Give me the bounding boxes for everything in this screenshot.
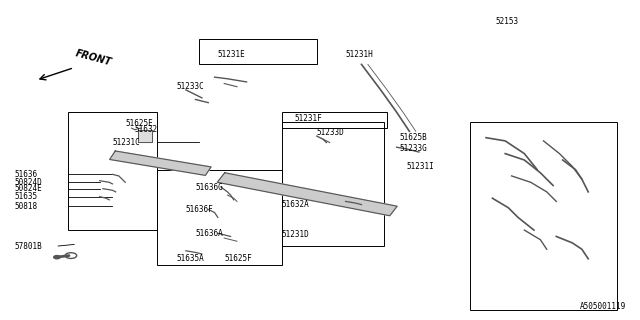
- Text: 51233G: 51233G: [400, 144, 428, 153]
- Text: 51231F: 51231F: [294, 114, 322, 123]
- Bar: [68, 112, 157, 230]
- Text: 51231C: 51231C: [113, 138, 140, 147]
- Text: 51625E: 51625E: [125, 119, 153, 128]
- Text: 51632: 51632: [135, 125, 158, 134]
- Circle shape: [54, 256, 60, 259]
- Text: 51636: 51636: [15, 170, 38, 179]
- Bar: [470, 122, 617, 310]
- Text: 51636F: 51636F: [186, 205, 214, 214]
- Polygon shape: [218, 173, 397, 216]
- Text: 51635A: 51635A: [176, 254, 204, 263]
- Bar: [282, 112, 387, 128]
- Text: A505001119: A505001119: [580, 302, 627, 311]
- Text: 50824E: 50824E: [15, 184, 42, 193]
- Text: 51636G: 51636G: [195, 183, 223, 192]
- Text: 51231H: 51231H: [346, 50, 373, 59]
- Bar: [157, 170, 282, 265]
- Text: 51231D: 51231D: [282, 230, 309, 239]
- Text: 51233D: 51233D: [317, 128, 344, 137]
- Text: 51635: 51635: [15, 192, 38, 201]
- Text: 50824D: 50824D: [15, 178, 42, 187]
- Bar: [198, 39, 317, 64]
- Text: 51636A: 51636A: [195, 229, 223, 238]
- Text: 51233C: 51233C: [176, 82, 204, 91]
- Polygon shape: [109, 151, 211, 175]
- Bar: [282, 122, 384, 246]
- Text: 51625F: 51625F: [224, 254, 252, 263]
- Text: 51625B: 51625B: [400, 133, 428, 142]
- Text: 51632A: 51632A: [282, 200, 309, 209]
- Text: 52153: 52153: [495, 17, 519, 26]
- Text: 57801B: 57801B: [15, 242, 42, 251]
- Text: FRONT: FRONT: [74, 48, 113, 68]
- Text: 51231I: 51231I: [406, 162, 434, 171]
- Polygon shape: [138, 130, 152, 142]
- Text: 50818: 50818: [15, 202, 38, 211]
- Text: 51231E: 51231E: [218, 50, 246, 59]
